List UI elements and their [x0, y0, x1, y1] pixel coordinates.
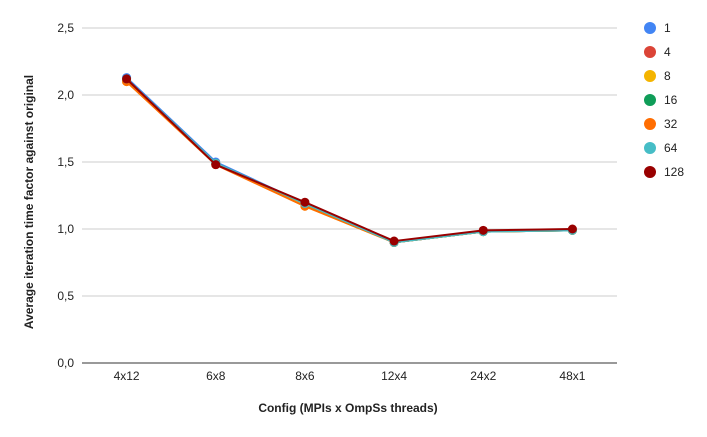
legend-marker	[644, 94, 656, 106]
y-tick-label: 0,0	[57, 356, 74, 370]
series-line	[125, 78, 573, 243]
data-point	[389, 236, 399, 246]
x-tick-label: 8x6	[295, 369, 315, 383]
y-tick-label: 2,5	[57, 21, 74, 35]
y-tick-label: 2,0	[57, 88, 74, 102]
legend-label: 1	[664, 21, 671, 35]
x-tick-label: 24x2	[470, 369, 496, 383]
series-line	[125, 78, 573, 244]
x-tick-label: 6x8	[206, 369, 226, 383]
y-tick-label: 0,5	[57, 289, 74, 303]
x-tick-label: 4x12	[114, 369, 140, 383]
data-point	[478, 225, 488, 235]
legend-marker	[644, 118, 656, 130]
data-point	[122, 74, 132, 84]
x-tick-labels: 4x12 6x8 8x6 12x4 24x2 48x1	[114, 369, 586, 383]
legend-marker	[644, 166, 656, 178]
x-axis-title: Config (MPIs x OmpSs threads)	[258, 401, 437, 415]
legend-label: 32	[664, 117, 678, 131]
legend-label: 16	[664, 93, 678, 107]
legend-marker	[644, 70, 656, 82]
legend-label: 64	[664, 141, 678, 155]
legend-label: 4	[664, 45, 671, 59]
y-tick-labels: 0,0 0,5 1,0 1,5 2,0 2,5	[57, 21, 74, 370]
series-line	[125, 78, 573, 244]
grid-layer	[82, 27, 617, 364]
legend-marker	[644, 22, 656, 34]
data-point	[300, 197, 310, 207]
data-point	[211, 160, 221, 170]
legend-label: 8	[664, 69, 671, 83]
series-line	[125, 76, 573, 244]
series-layer	[122, 73, 577, 247]
legend: 1 4 8 16 32 64 128	[644, 21, 684, 179]
legend-label: 128	[664, 165, 684, 179]
x-tick-label: 12x4	[381, 369, 407, 383]
y-tick-label: 1,0	[57, 222, 74, 236]
legend-marker	[644, 46, 656, 58]
x-tick-label: 48x1	[559, 369, 585, 383]
y-tick-label: 1,5	[57, 155, 74, 169]
legend-marker	[644, 142, 656, 154]
y-axis-title: Average iteration time factor against or…	[22, 75, 36, 329]
data-point	[567, 224, 577, 234]
series-line	[125, 78, 573, 244]
